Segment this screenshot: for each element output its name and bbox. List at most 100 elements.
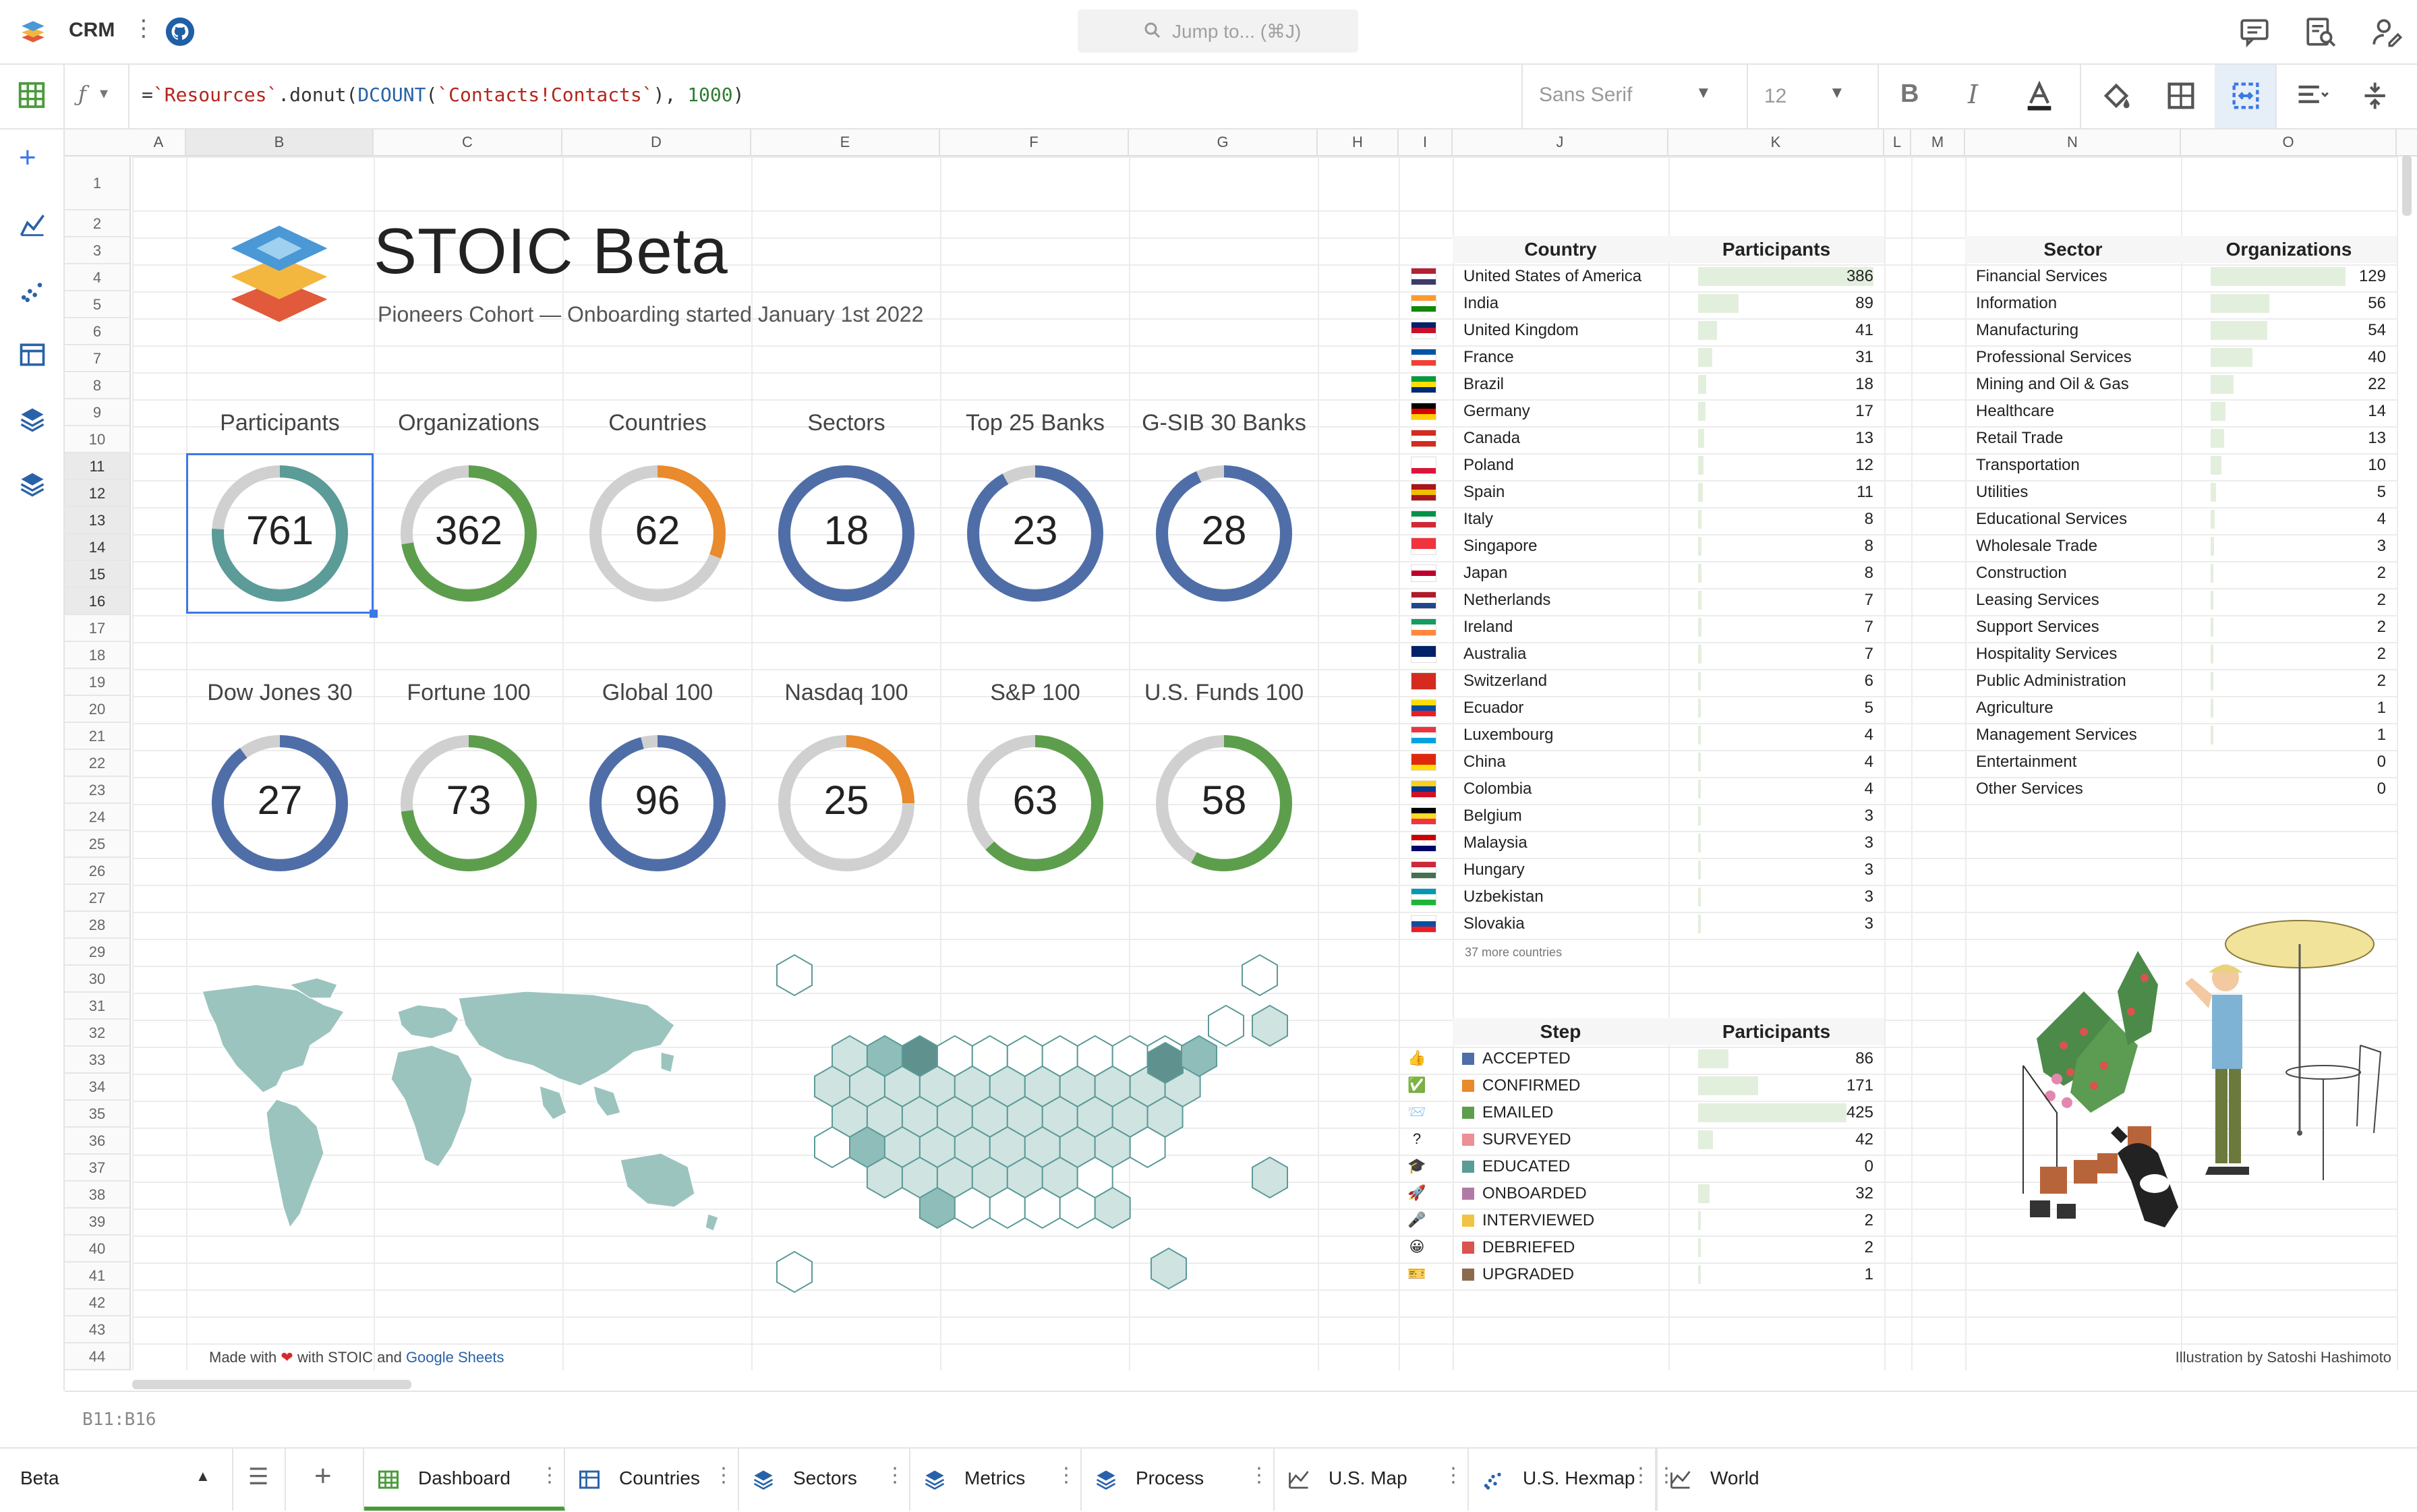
country-row[interactable]: Uzbekistan xyxy=(1453,883,1884,910)
column-header-g[interactable]: G xyxy=(1129,129,1318,155)
sector-row[interactable]: Educational Services xyxy=(1965,506,2397,533)
step-header-value[interactable]: Participants xyxy=(1668,1018,1884,1045)
country-row[interactable]: Germany xyxy=(1453,398,1884,425)
github-icon[interactable] xyxy=(165,16,196,47)
country-row[interactable]: Luxembourg xyxy=(1453,722,1884,749)
country-row[interactable]: Poland xyxy=(1453,452,1884,479)
row-header-14[interactable]: 14 xyxy=(65,534,131,561)
row-header-9[interactable]: 9 xyxy=(65,399,131,426)
sector-header-label[interactable]: Sector xyxy=(1965,236,2181,263)
formula-input[interactable]: =`Resources`.donut(DCOUNT(`Contacts!Cont… xyxy=(142,84,745,106)
row-header-17[interactable]: 17 xyxy=(65,615,131,642)
row-header-18[interactable]: 18 xyxy=(65,642,131,669)
sector-row[interactable]: Leasing Services xyxy=(1965,587,2397,614)
scatter-icon[interactable] xyxy=(18,275,47,305)
row-header-21[interactable]: 21 xyxy=(65,723,131,750)
selected-range[interactable] xyxy=(186,453,374,614)
tab-menu-kebab-icon[interactable]: ⋮ xyxy=(1443,1464,1463,1486)
row-header-1[interactable]: 1 xyxy=(65,156,131,210)
step-row[interactable]: ACCEPTED xyxy=(1453,1045,1884,1072)
column-header-e[interactable]: E xyxy=(751,129,940,155)
country-row[interactable]: Malaysia xyxy=(1453,830,1884,856)
country-row[interactable]: United States of America xyxy=(1453,263,1884,290)
app-menu-kebab-icon[interactable]: ⋮ xyxy=(132,16,155,41)
country-row[interactable]: Netherlands xyxy=(1453,587,1884,614)
column-header-a[interactable]: A xyxy=(132,129,186,155)
sector-row[interactable]: Transportation xyxy=(1965,452,2397,479)
step-row[interactable]: EMAILED xyxy=(1453,1099,1884,1126)
step-row[interactable]: INTERVIEWED xyxy=(1453,1207,1884,1234)
row-header-38[interactable]: 38 xyxy=(65,1182,131,1209)
country-row[interactable]: Hungary xyxy=(1453,856,1884,883)
bold-icon[interactable]: B xyxy=(1900,80,1919,108)
row-header-34[interactable]: 34 xyxy=(65,1074,131,1101)
sector-row[interactable]: Agriculture xyxy=(1965,695,2397,722)
row-header-43[interactable]: 43 xyxy=(65,1316,131,1343)
row-header-40[interactable]: 40 xyxy=(65,1235,131,1262)
font-family-select[interactable]: Sans Serif xyxy=(1539,84,1633,106)
more-countries-note[interactable]: 37 more countries xyxy=(1465,946,1563,959)
donut-chart[interactable] xyxy=(964,732,1106,874)
comments-icon[interactable] xyxy=(2238,15,2271,49)
step-header-label[interactable]: Step xyxy=(1453,1018,1668,1045)
step-row[interactable]: CONFIRMED xyxy=(1453,1072,1884,1099)
row-header-25[interactable]: 25 xyxy=(65,831,131,858)
column-header-k[interactable]: K xyxy=(1668,129,1884,155)
text-color-icon[interactable] xyxy=(2022,78,2057,113)
document-search-icon[interactable] xyxy=(2304,15,2337,49)
row-header-10[interactable]: 10 xyxy=(65,426,131,453)
add-sheet-button[interactable]: + xyxy=(286,1449,364,1511)
sector-row[interactable]: Management Services xyxy=(1965,722,2397,749)
row-header-31[interactable]: 31 xyxy=(65,993,131,1020)
tab-countries[interactable]: Countries ⋮ xyxy=(565,1449,739,1511)
country-row[interactable]: Ecuador xyxy=(1453,695,1884,722)
donut-chart[interactable] xyxy=(1153,463,1295,604)
row-header-20[interactable]: 20 xyxy=(65,696,131,723)
sheet-list-button[interactable]: ☰ xyxy=(233,1449,286,1511)
column-header-c[interactable]: C xyxy=(374,129,562,155)
add-icon[interactable]: + xyxy=(19,141,36,174)
sector-row[interactable]: Healthcare xyxy=(1965,398,2397,425)
tab-menu-kebab-icon[interactable]: ⋮ xyxy=(1656,1464,1677,1486)
row-header-19[interactable]: 19 xyxy=(65,669,131,696)
sector-row[interactable]: Wholesale Trade xyxy=(1965,533,2397,560)
column-header-o[interactable]: O xyxy=(2181,129,2397,155)
fill-handle[interactable] xyxy=(370,610,378,618)
tab-sectors[interactable]: Sectors ⋮ xyxy=(739,1449,910,1511)
row-header-39[interactable]: 39 xyxy=(65,1209,131,1235)
vertical-align-icon[interactable] xyxy=(2360,78,2395,113)
column-header-h[interactable]: H xyxy=(1318,129,1399,155)
line-chart-icon[interactable] xyxy=(18,210,47,240)
country-row[interactable]: Canada xyxy=(1453,425,1884,452)
row-header-6[interactable]: 6 xyxy=(65,318,131,345)
sector-row[interactable]: Retail Trade xyxy=(1965,425,2397,452)
row-header-12[interactable]: 12 xyxy=(65,480,131,507)
vertical-scrollbar[interactable] xyxy=(2402,155,2412,216)
borders-icon[interactable] xyxy=(2163,78,2198,113)
sector-row[interactable]: Professional Services xyxy=(1965,344,2397,371)
column-header-l[interactable]: L xyxy=(1884,129,1911,155)
row-header-32[interactable]: 32 xyxy=(65,1020,131,1047)
sector-row[interactable]: Entertainment xyxy=(1965,749,2397,776)
country-row[interactable]: Japan xyxy=(1453,560,1884,587)
country-row[interactable]: France xyxy=(1453,344,1884,371)
country-row[interactable]: Slovakia xyxy=(1453,910,1884,937)
donut-chart[interactable] xyxy=(776,463,917,604)
sector-row[interactable]: Financial Services xyxy=(1965,263,2397,290)
row-header-5[interactable]: 5 xyxy=(65,291,131,318)
row-header-11[interactable]: 11 xyxy=(65,453,131,480)
column-header-d[interactable]: D xyxy=(562,129,751,155)
country-header-value[interactable]: Participants xyxy=(1668,236,1884,263)
country-row[interactable]: Australia xyxy=(1453,641,1884,668)
row-header-22[interactable]: 22 xyxy=(65,750,131,777)
fill-color-icon[interactable] xyxy=(2099,78,2134,113)
row-header-33[interactable]: 33 xyxy=(65,1047,131,1074)
step-row[interactable]: UPGRADED xyxy=(1453,1261,1884,1288)
font-size-select[interactable]: 12 xyxy=(1764,85,1787,107)
row-header-36[interactable]: 36 xyxy=(65,1128,131,1155)
row-header-23[interactable]: 23 xyxy=(65,777,131,804)
donut-chart[interactable] xyxy=(209,463,351,604)
world-map[interactable] xyxy=(175,971,755,1308)
column-header-f[interactable]: F xyxy=(940,129,1129,155)
country-row[interactable]: China xyxy=(1453,749,1884,776)
